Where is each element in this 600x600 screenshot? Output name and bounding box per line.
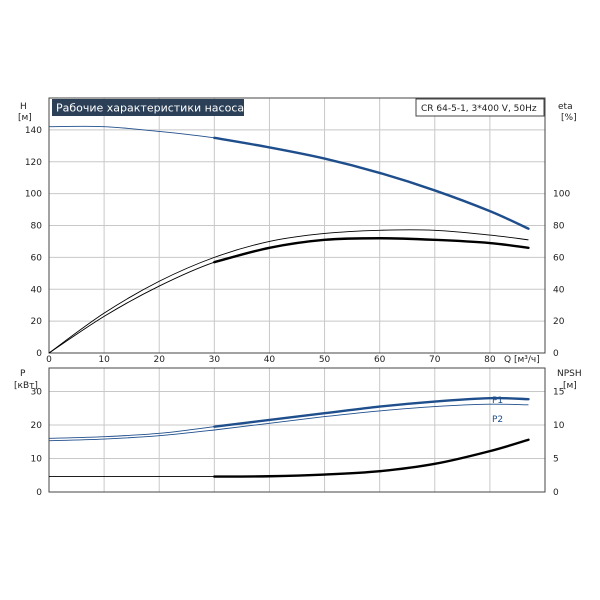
p1-label: P1 <box>492 396 503 406</box>
p-tick-label: 30 <box>31 387 43 397</box>
x-tick-label: 60 <box>374 355 386 365</box>
x-tick-label: 0 <box>46 355 52 365</box>
p-tick-label: 10 <box>31 454 43 464</box>
top-panel-grid <box>49 98 545 353</box>
x-tick-label: 20 <box>153 355 165 365</box>
y-left-tick-label: 40 <box>31 285 43 295</box>
y-left-label-top-2: [м] <box>18 113 32 123</box>
p1-curve-bold <box>213 396 530 428</box>
bottom-panel-grid <box>49 368 545 492</box>
y-right-label-bottom-1: NPSH <box>557 369 582 379</box>
y-left-tick-label: 140 <box>25 126 42 136</box>
x-tick-label: 10 <box>98 355 110 365</box>
model-info: CR 64-5-1, 3*400 V, 50Hz <box>421 104 537 114</box>
p-tick-label: 20 <box>31 421 43 431</box>
y-right-tick-label: 40 <box>553 285 565 295</box>
npsh-curve-bold <box>213 438 530 478</box>
x-tick-label: 80 <box>484 355 496 365</box>
y-left-label-top-1: H <box>20 102 27 112</box>
x-axis-label: Q [м³/ч] <box>504 355 540 365</box>
npsh-tick-label: 10 <box>553 421 565 431</box>
x-tick-label: 70 <box>429 355 441 365</box>
y-left-tick-label: 20 <box>31 317 43 327</box>
x-tick-label: 30 <box>209 355 221 365</box>
efficiency-curve-2-bold <box>213 237 530 264</box>
y-right-tick-label: 60 <box>553 253 565 263</box>
model-info-box <box>415 98 545 117</box>
y-left-tick-label: 60 <box>31 253 43 263</box>
npsh-tick-label: 0 <box>553 488 559 498</box>
chart-title: Рабочие характеристики насоса <box>56 102 244 115</box>
y-left-tick-label: 100 <box>25 190 42 200</box>
head-curve-thin <box>48 125 529 230</box>
efficiency-curve-1-thin <box>48 229 529 354</box>
top-panel-frame <box>48 97 546 354</box>
p-tick-label: 0 <box>36 488 42 498</box>
y-right-tick-label: 20 <box>553 317 565 327</box>
p2-label: P2 <box>492 415 503 425</box>
y-left-tick-label: 0 <box>36 349 42 359</box>
y-right-label-bottom-2: [м] <box>563 381 577 391</box>
y-left-tick-label: 80 <box>31 222 43 232</box>
title-box <box>52 99 244 116</box>
curves <box>48 125 530 478</box>
x-tick-label: 50 <box>319 355 331 365</box>
efficiency-curve-2-thin <box>48 237 529 354</box>
x-tick-label: 40 <box>264 355 276 365</box>
y-right-label-top-1: eta <box>558 102 573 112</box>
p2-curve-thin <box>48 403 529 442</box>
y-right-tick-label: 0 <box>553 349 559 359</box>
curve-labels: P1 P2 <box>492 396 503 425</box>
y-left-tick-label: 120 <box>25 158 42 168</box>
npsh-tick-label: 15 <box>553 387 564 397</box>
tick-labels: 0 10 20 30 40 50 60 70 8002040608010012014002040… <box>25 126 571 498</box>
y-left-label-bottom-1: P <box>20 369 26 379</box>
head-curve-bold <box>213 136 530 230</box>
y-right-tick-label: 100 <box>553 190 570 200</box>
npsh-tick-label: 5 <box>553 454 559 464</box>
y-right-label-top-2: [%] <box>561 113 577 123</box>
bottom-panel-frame <box>48 367 546 493</box>
y-left-label-bottom-2: [кВт] <box>14 381 38 391</box>
y-right-tick-label: 80 <box>553 222 565 232</box>
